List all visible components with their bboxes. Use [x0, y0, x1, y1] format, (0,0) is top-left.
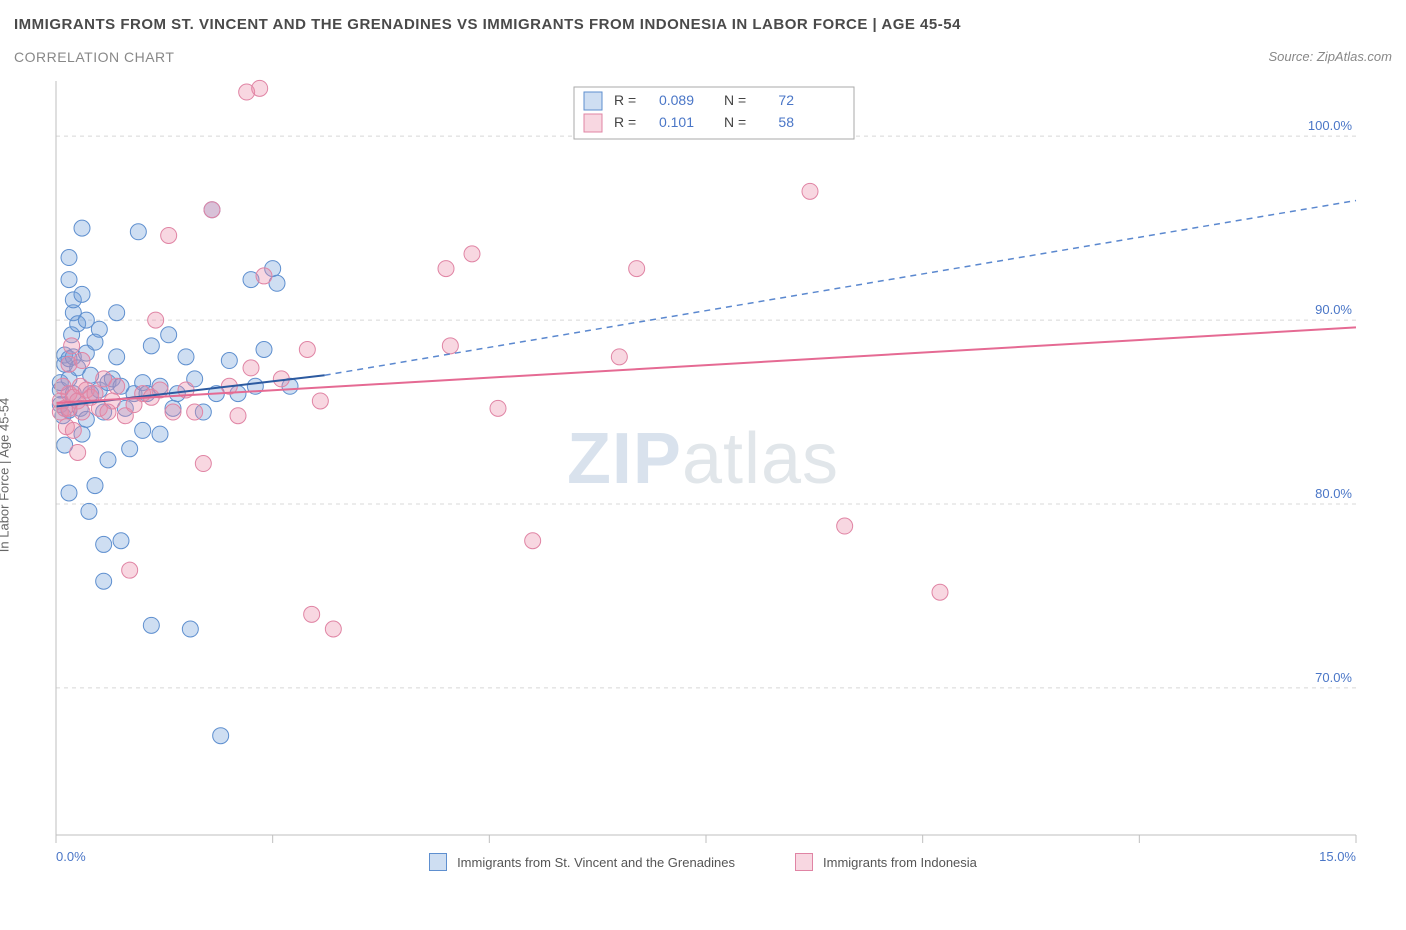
- svg-text:90.0%: 90.0%: [1315, 302, 1352, 317]
- svg-text:80.0%: 80.0%: [1315, 486, 1352, 501]
- svg-text:70.0%: 70.0%: [1315, 670, 1352, 685]
- svg-text:58: 58: [778, 114, 794, 130]
- legend-bottom: Immigrants from St. Vincent and the Gren…: [14, 853, 1392, 871]
- svg-text:100.0%: 100.0%: [1308, 118, 1353, 133]
- legend-label: Immigrants from St. Vincent and the Gren…: [457, 855, 735, 870]
- legend-item-indonesia: Immigrants from Indonesia: [795, 853, 977, 871]
- chart-card: IMMIGRANTS FROM ST. VINCENT AND THE GREN…: [0, 0, 1406, 930]
- legend-label: Immigrants from Indonesia: [823, 855, 977, 870]
- y-axis-label: In Labor Force | Age 45-54: [0, 398, 12, 552]
- legend-item-svg: Immigrants from St. Vincent and the Gren…: [429, 853, 735, 871]
- svg-text:0.089: 0.089: [659, 92, 694, 108]
- chart-subtitle: CORRELATION CHART: [14, 49, 174, 65]
- svg-text:R =: R =: [614, 114, 636, 130]
- svg-text:N =: N =: [724, 92, 746, 108]
- legend-swatch-icon: [795, 853, 813, 871]
- source-prefix: Source:: [1268, 49, 1316, 64]
- svg-text:72: 72: [778, 92, 794, 108]
- svg-text:R =: R =: [614, 92, 636, 108]
- legend-swatch-icon: [429, 853, 447, 871]
- svg-text:N =: N =: [724, 114, 746, 130]
- chart-area: In Labor Force | Age 45-54 70.0%80.0%90.…: [14, 75, 1392, 875]
- svg-text:0.101: 0.101: [659, 114, 694, 130]
- source-credit: Source: ZipAtlas.com: [1268, 49, 1392, 65]
- scatter-chart: 70.0%80.0%90.0%100.0%0.0%15.0%R =0.089N …: [14, 75, 1392, 875]
- subheader-row: CORRELATION CHART Source: ZipAtlas.com: [0, 39, 1406, 71]
- chart-title: IMMIGRANTS FROM ST. VINCENT AND THE GREN…: [0, 0, 1406, 39]
- source-name: ZipAtlas.com: [1317, 49, 1392, 64]
